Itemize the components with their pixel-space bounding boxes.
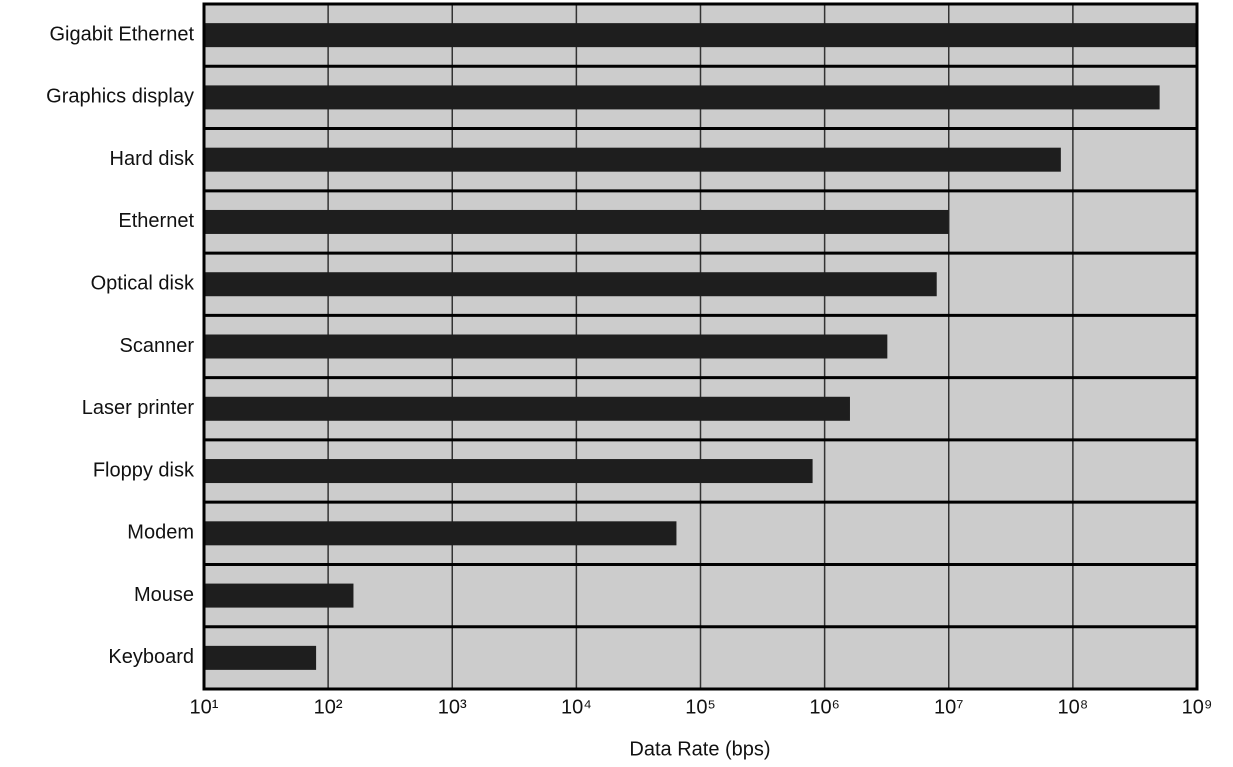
x-tick-label: 10³ — [438, 696, 467, 718]
bar — [204, 334, 888, 359]
x-tick-label: 10⁴ — [561, 696, 592, 718]
x-axis-label: Data Rate (bps) — [629, 738, 770, 760]
bar — [204, 23, 1197, 48]
bar — [204, 645, 317, 670]
plot-border — [202, 2, 1199, 691]
bar — [204, 272, 937, 297]
bar — [204, 147, 1061, 172]
y-tick-label: Optical disk — [91, 273, 195, 295]
bar — [204, 396, 850, 421]
y-tick-label: Modem — [127, 522, 194, 544]
bar — [204, 583, 354, 608]
x-tick-label: 10⁹ — [1182, 696, 1213, 718]
bar — [204, 85, 1160, 110]
bar — [204, 459, 813, 484]
x-tick-label: 10² — [314, 696, 343, 718]
x-tick-label: 10⁸ — [1058, 696, 1089, 718]
y-tick-label: Gigabit Ethernet — [49, 23, 194, 45]
x-tick-label: 10⁵ — [685, 696, 716, 718]
y-tick-label: Scanner — [120, 335, 195, 357]
y-tick-label: Keyboard — [108, 646, 194, 668]
y-tick-label: Floppy disk — [93, 459, 195, 481]
y-tick-label: Mouse — [134, 584, 194, 606]
y-tick-label: Laser printer — [82, 397, 195, 419]
y-tick-label: Ethernet — [118, 210, 194, 232]
y-tick-label: Graphics display — [46, 86, 194, 108]
x-tick-label: 10¹ — [190, 696, 219, 718]
x-tick-label: 10⁷ — [934, 696, 963, 718]
bar — [204, 521, 677, 546]
bar — [204, 209, 949, 234]
x-tick-label: 10⁶ — [809, 696, 839, 718]
y-tick-label: Hard disk — [110, 148, 195, 170]
